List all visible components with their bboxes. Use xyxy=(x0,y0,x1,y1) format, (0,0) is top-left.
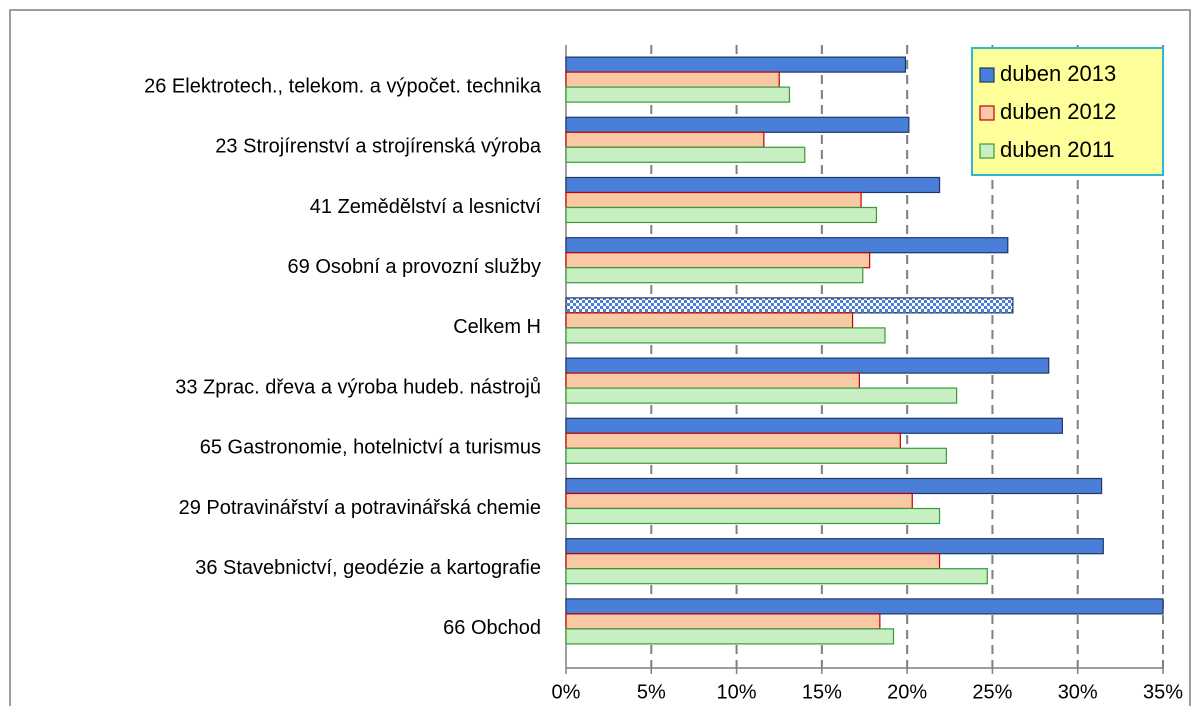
legend-swatch xyxy=(979,105,995,121)
bar xyxy=(565,628,895,645)
bar xyxy=(565,327,886,344)
x-tick-label: 35% xyxy=(1143,681,1183,703)
bar xyxy=(565,387,958,404)
y-tick-label: 65 Gastronomie, hotelnictví a turismus xyxy=(200,437,541,459)
x-tick-label: 0% xyxy=(552,681,581,703)
bar xyxy=(565,297,1014,314)
bar xyxy=(565,252,871,269)
y-tick-label: 41 Zemědělství a lesnictví xyxy=(310,196,542,218)
bar xyxy=(565,372,860,389)
bar xyxy=(565,447,947,464)
legend-swatch xyxy=(979,143,995,159)
legend-swatch xyxy=(979,67,995,83)
bar xyxy=(565,206,878,224)
bar xyxy=(565,131,765,148)
bar xyxy=(565,417,1063,434)
x-tick-label: 20% xyxy=(887,681,927,703)
y-tick-label: 33 Zprac. dřeva a výroba hudeb. nástrojů xyxy=(175,376,541,398)
legend-label: duben 2013 xyxy=(1000,61,1116,86)
legend-label: duben 2012 xyxy=(1000,99,1116,124)
x-tick-label: 15% xyxy=(802,681,842,703)
legend-box xyxy=(971,47,1164,176)
x-tick-label: 5% xyxy=(637,681,666,703)
bar xyxy=(565,146,806,163)
y-tick-label: 66 Obchod xyxy=(443,617,541,639)
bar xyxy=(565,237,1009,254)
y-tick-label: 26 Elektrotech., telekom. a výpočet. tec… xyxy=(144,75,542,97)
bar xyxy=(565,86,791,103)
bar xyxy=(565,507,941,525)
bar xyxy=(565,538,1104,555)
bar xyxy=(565,116,910,133)
x-tick-label: 25% xyxy=(972,681,1012,703)
y-tick-label: Celkem H xyxy=(453,316,541,338)
y-tick-label: 23 Strojírenství a strojírenská výroba xyxy=(215,136,542,158)
bar xyxy=(565,357,1050,374)
x-tick-label: 30% xyxy=(1058,681,1098,703)
x-tick-label: 10% xyxy=(717,681,757,703)
bar xyxy=(565,477,1103,495)
bar xyxy=(565,492,913,510)
bar xyxy=(565,598,1164,615)
bar xyxy=(565,71,780,88)
bar xyxy=(565,553,941,570)
bar xyxy=(565,176,941,194)
y-tick-label: 36 Stavebnictví, geodézie a kartografie xyxy=(195,557,541,579)
y-tick-label: 29 Potravinářství a potravinářská chemie xyxy=(179,497,541,519)
bar xyxy=(565,312,854,329)
bar xyxy=(565,432,901,449)
bar xyxy=(565,568,988,585)
bar xyxy=(565,267,864,284)
bar xyxy=(565,191,862,209)
y-tick-label: 69 Osobní a provozní služby xyxy=(288,256,541,278)
bar xyxy=(565,613,881,630)
legend-label: duben 2011 xyxy=(1000,137,1115,162)
bar xyxy=(565,56,907,73)
